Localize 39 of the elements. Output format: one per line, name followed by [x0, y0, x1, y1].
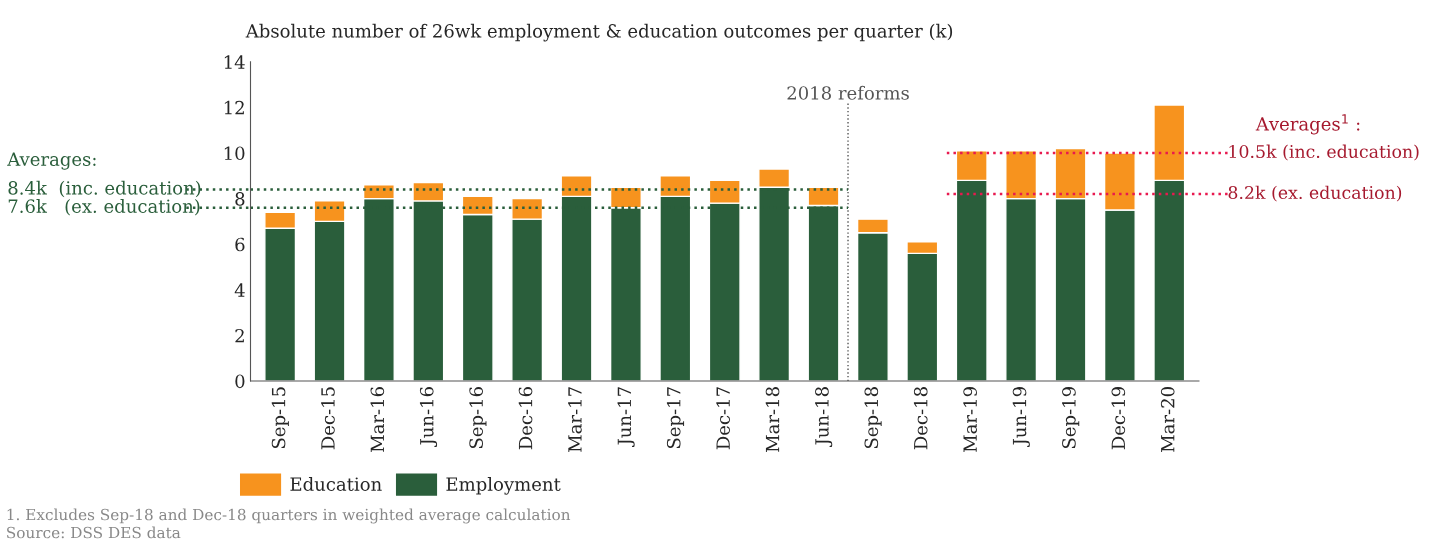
text: Averages$^{1}$ :	[1255, 114, 1360, 135]
x-tick-label: Dec-15	[321, 387, 335, 450]
annotation: 2018 reforms	[787, 85, 909, 100]
ref-line-label: 7.6k (ex. education)	[8, 198, 200, 216]
x-tick-label: Sep-19	[1062, 387, 1080, 449]
y-tick-label: 12	[224, 100, 244, 115]
y-tick-label: 0	[235, 374, 245, 389]
y-tick-label: 2	[235, 328, 244, 343]
y-tick-label: 6	[235, 237, 245, 252]
x-tick-label: Jun-19	[1012, 387, 1030, 447]
legend-label: Employment	[446, 476, 561, 495]
x-tick-label: Mar-19	[963, 387, 977, 452]
legend-label: Education	[290, 476, 382, 491]
ref-line-label: 8.2k (ex. education)	[1228, 185, 1402, 202]
text: 1. Excludes Sep-18 and Dec-18 quarters in weighted average calculation	[7, 508, 571, 524]
x-tick-label: Jun-16	[419, 387, 438, 447]
x-tick-label: Sep-18	[864, 387, 882, 449]
x-tick-label: Dec-19	[1111, 387, 1126, 450]
x-tick-label: Dec-16	[518, 387, 533, 450]
x-tick-label: Mar-18	[765, 387, 780, 452]
x-tick-label: Mar-17	[568, 387, 582, 452]
x-tick-label: Sep-16	[469, 387, 487, 449]
x-tick-label: Sep-17	[666, 387, 685, 449]
ref-line-label: 10.5k (inc. education)	[1229, 144, 1419, 161]
source-note: Source: DSS DES data	[7, 526, 181, 539]
x-tick-label: Mar-20	[1160, 387, 1175, 452]
x-tick-label: Dec-17	[716, 387, 730, 450]
x-tick-label: Sep-15	[271, 387, 289, 449]
x-tick-label: Dec-18	[913, 387, 928, 450]
x-tick-label: Jun-18	[815, 387, 833, 447]
ref-line-label: 8.4k (inc. education)	[8, 180, 201, 198]
y-tick-label: 8	[235, 192, 245, 206]
chart-title: Absolute number of 26wk employment & education outcomes per quarter (k)	[245, 23, 953, 42]
y-tick-label: 10	[224, 146, 245, 161]
y-tick-label: 14	[224, 55, 245, 69]
y-tick-label: 4	[234, 283, 245, 297]
x-tick-label: Mar-16	[370, 387, 385, 452]
x-tick-label: Jun-17	[617, 387, 635, 447]
text: Averages:	[7, 152, 96, 170]
